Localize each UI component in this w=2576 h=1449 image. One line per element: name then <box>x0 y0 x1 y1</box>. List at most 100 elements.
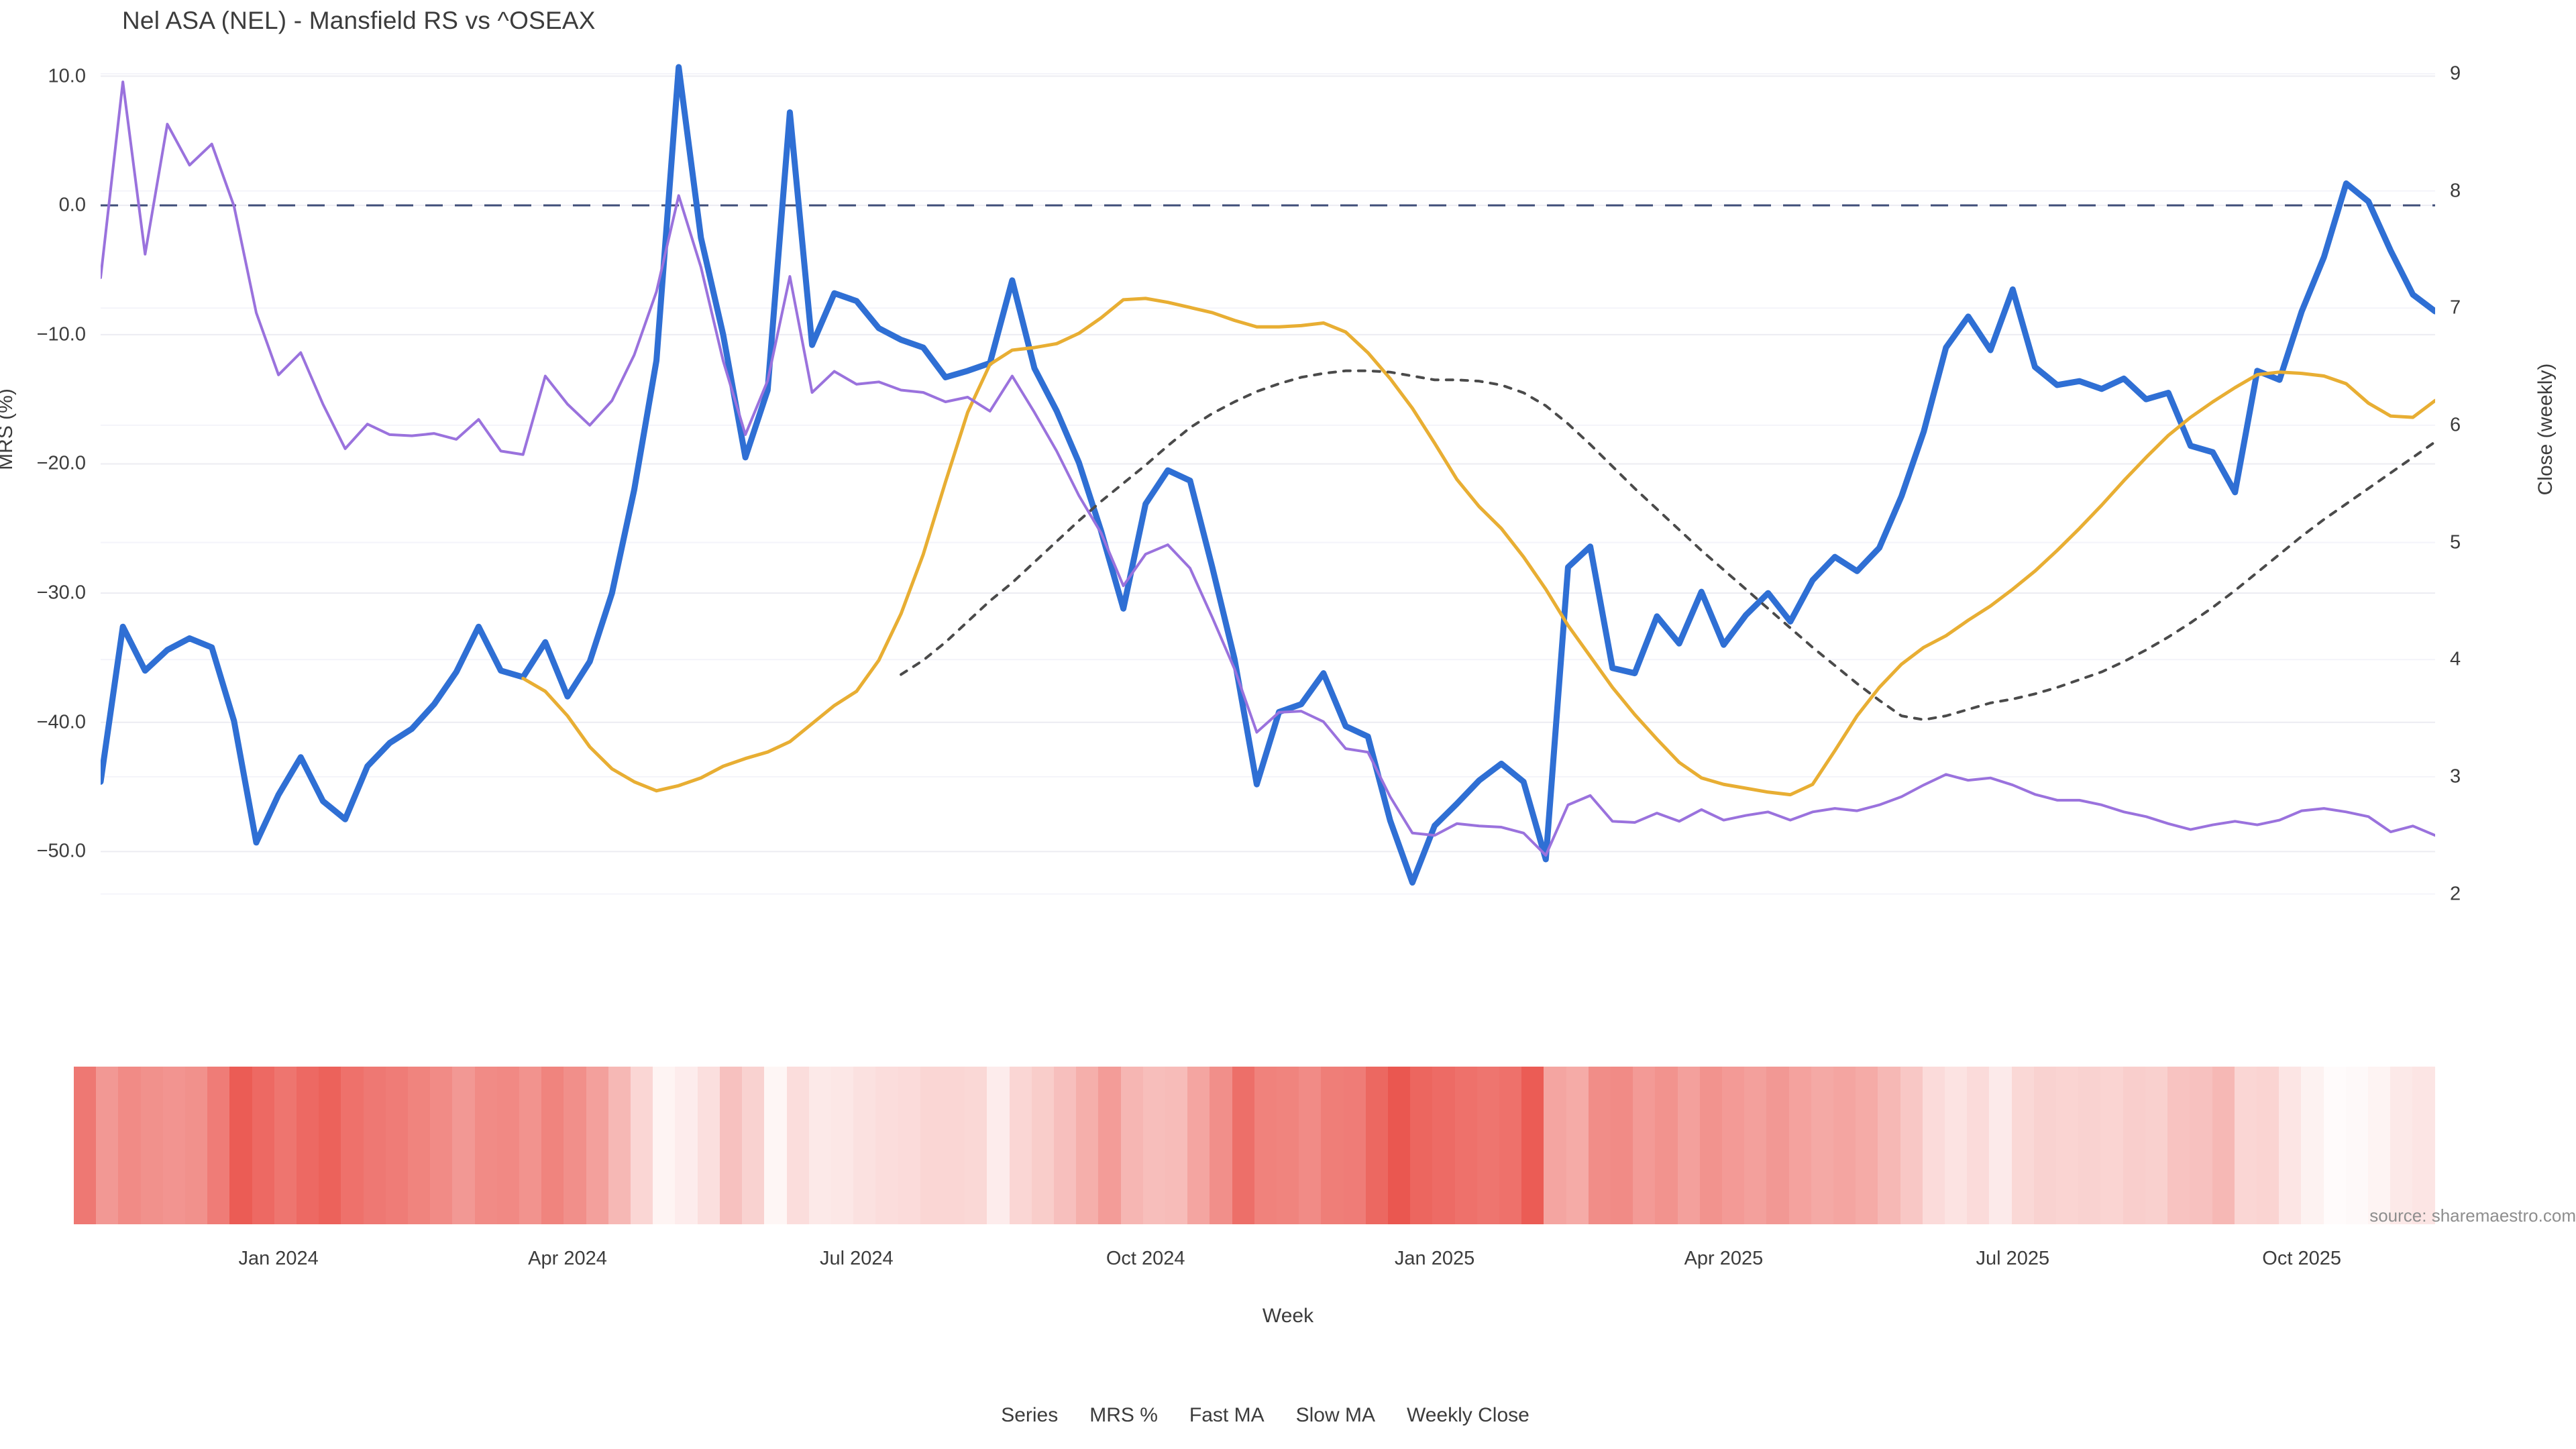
x-tick: Apr 2025 <box>1684 1248 1764 1269</box>
legend-item-weekly-close[interactable]: Weekly Close <box>1398 1404 1529 1427</box>
heat-cell <box>1566 1067 1589 1224</box>
heat-cell <box>1811 1067 1834 1224</box>
series-line-mrs <box>101 64 2435 886</box>
heat-cell <box>74 1067 97 1224</box>
heat-cell <box>1031 1067 1054 1224</box>
heat-cell <box>1387 1067 1411 1224</box>
heat-cell <box>2011 1067 2034 1224</box>
x-tick: Oct 2024 <box>1106 1248 1185 1269</box>
heat-cell <box>140 1067 163 1224</box>
heat-cell <box>1053 1067 1077 1224</box>
heat-cell <box>697 1067 720 1224</box>
legend-item-fast-ma[interactable]: Fast MA <box>1181 1404 1265 1427</box>
heat-cell <box>1076 1067 1099 1224</box>
series-line-fast-ma <box>521 297 2435 797</box>
heat-cell <box>1521 1067 1544 1224</box>
y-tick-left: −10.0 <box>36 323 86 345</box>
heat-cell <box>2078 1067 2101 1224</box>
heat-cell <box>1210 1067 1232 1224</box>
heat-cell <box>1699 1067 1723 1224</box>
heat-cell <box>1477 1067 1499 1224</box>
heat-cell <box>1744 1067 1767 1224</box>
x-tick: Apr 2024 <box>528 1248 607 1269</box>
y-tick-right: 6 <box>2450 414 2461 436</box>
chart-legend: Series MRS % Fast MA Slow MA Weekly Close <box>0 1404 2576 1427</box>
x-axis-label: Week <box>1262 1305 1314 1327</box>
heat-cell <box>1945 1067 1968 1224</box>
heat-cell <box>408 1067 431 1224</box>
heat-cell <box>1232 1067 1254 1224</box>
heat-cell <box>2279 1067 2302 1224</box>
chart-svg <box>101 64 2435 895</box>
heat-cell <box>2123 1067 2145 1224</box>
heat-cell <box>2256 1067 2279 1224</box>
heat-cell <box>1633 1067 1656 1224</box>
chart-title: Nel ASA (NEL) - Mansfield RS vs ^OSEAX <box>122 7 596 34</box>
heat-cell <box>252 1067 274 1224</box>
heat-cell <box>341 1067 364 1224</box>
heat-cell <box>1722 1067 1745 1224</box>
heat-cell <box>1410 1067 1433 1224</box>
legend-item-slow-ma[interactable]: Slow MA <box>1287 1404 1375 1427</box>
heat-cell <box>875 1067 898 1224</box>
heat-cell <box>1120 1067 1143 1224</box>
legend-item-label: Slow MA <box>1295 1404 1375 1426</box>
legend-title: Series <box>1001 1404 1059 1426</box>
heat-cell <box>2301 1067 2324 1224</box>
heat-cell <box>920 1067 943 1224</box>
heat-cell <box>1254 1067 1277 1224</box>
heat-cell <box>631 1067 653 1224</box>
source-attribution: source: sharemaestro.com <box>2369 1205 2576 1226</box>
heat-cell <box>2190 1067 2212 1224</box>
heat-cell <box>2323 1067 2346 1224</box>
y-tick-right: 3 <box>2450 765 2461 788</box>
heat-cell <box>452 1067 475 1224</box>
heat-cell <box>719 1067 743 1224</box>
heat-cell <box>2390 1067 2413 1224</box>
heat-cell <box>297 1067 319 1224</box>
heat-cell <box>1588 1067 1611 1224</box>
y-tick-right: 7 <box>2450 297 2461 319</box>
heat-cell <box>2167 1067 2190 1224</box>
heat-cell <box>274 1067 297 1224</box>
y-tick-right: 8 <box>2450 180 2461 202</box>
legend-item-label: MRS % <box>1089 1404 1158 1426</box>
y-tick-left: 10.0 <box>48 65 86 87</box>
legend-item-mrs[interactable]: MRS % <box>1081 1404 1158 1427</box>
heat-cell <box>653 1067 676 1224</box>
heat-cell <box>808 1067 831 1224</box>
heat-cell <box>1499 1067 1522 1224</box>
heat-cell <box>1098 1067 1121 1224</box>
heat-cell <box>786 1067 809 1224</box>
heat-cell <box>1187 1067 1210 1224</box>
heat-cell <box>96 1067 119 1224</box>
heat-cell <box>2033 1067 2057 1224</box>
heat-cell <box>1365 1067 1388 1224</box>
gridlines <box>101 72 2435 895</box>
heat-cell <box>1766 1067 1789 1224</box>
heat-cell <box>1677 1067 1700 1224</box>
heat-cell <box>207 1067 230 1224</box>
heat-cell <box>1321 1067 1344 1224</box>
heat-cell <box>675 1067 698 1224</box>
heat-cell <box>987 1067 1010 1224</box>
heat-cell <box>898 1067 920 1224</box>
heat-cell <box>853 1067 876 1224</box>
x-tick: Oct 2025 <box>2262 1248 2341 1269</box>
heat-cell <box>830 1067 854 1224</box>
y-tick-left: 0.0 <box>58 194 86 216</box>
y-tick-right: 4 <box>2450 648 2461 670</box>
heat-cell <box>2145 1067 2168 1224</box>
x-tick: Jan 2024 <box>238 1248 319 1269</box>
heat-cell <box>1611 1067 1633 1224</box>
heat-cell <box>2212 1067 2235 1224</box>
heat-cell <box>1856 1067 1878 1224</box>
heat-cell <box>1655 1067 1678 1224</box>
y-axis-label-right: Close (weekly) <box>2534 363 2557 496</box>
y-tick-left: −50.0 <box>36 840 86 862</box>
heat-cell <box>519 1067 542 1224</box>
heat-cell <box>229 1067 252 1224</box>
heat-cell <box>118 1067 141 1224</box>
heat-cell <box>363 1067 386 1224</box>
chart-plot-area <box>101 50 2435 929</box>
